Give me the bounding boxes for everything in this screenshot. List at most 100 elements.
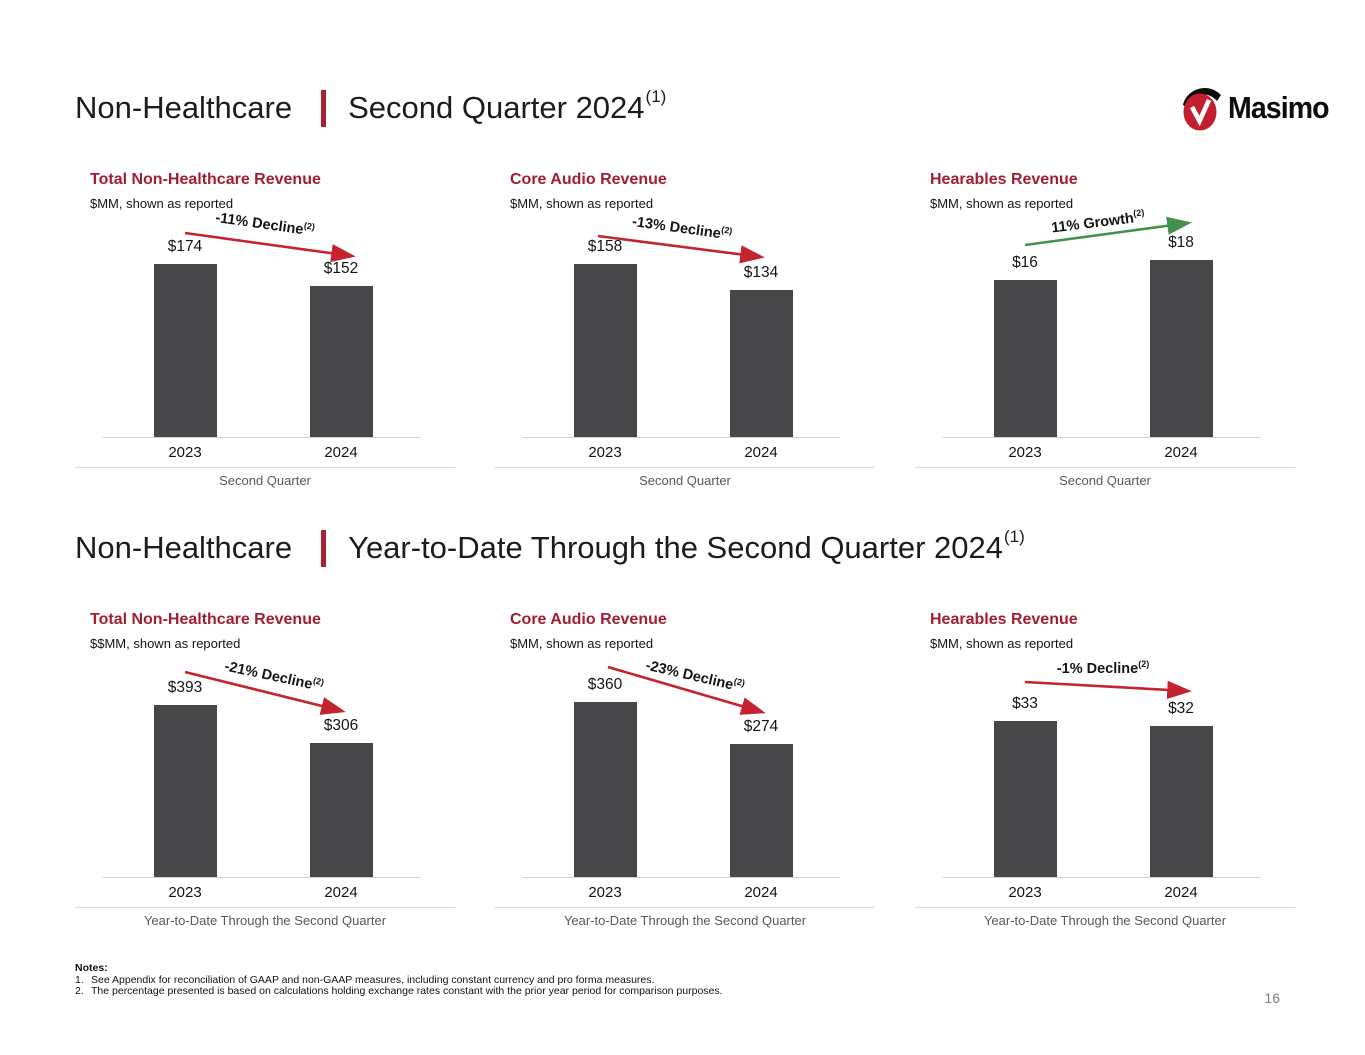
category-label: 2024 <box>744 884 778 901</box>
bar-value-label: $33 <box>1012 695 1038 712</box>
chart-divider <box>915 467 1295 468</box>
bar-value-label: $174 <box>167 238 203 255</box>
footnote-ref: (2) <box>1138 659 1150 669</box>
chart-total-nonhealthcare-q2: Total Non-Healthcare Revenue $MM, shown a… <box>75 168 495 498</box>
chart-subtitle: $MM, shown as reported <box>930 636 1074 651</box>
trend-annotation-text: 11% Growth <box>1050 210 1135 237</box>
notes-heading: Notes: <box>75 962 108 974</box>
chart-subtitle: $$MM, shown as reported <box>90 636 241 651</box>
bar-value-label: $306 <box>323 717 359 734</box>
axis-line <box>943 437 1260 438</box>
page-number: 16 <box>1264 990 1280 1006</box>
bar-2024 <box>1149 260 1213 437</box>
footnote-ref: (2) <box>303 220 316 232</box>
bar-2023 <box>153 264 217 437</box>
category-label: 2023 <box>1008 444 1042 461</box>
category-label: 2023 <box>588 444 622 461</box>
section-title-ytd: Non-Healthcare Year-to-Date Through the … <box>75 526 1025 570</box>
note-number: 1. <box>75 973 84 986</box>
bar-value-label: $360 <box>587 676 623 693</box>
bar-2023 <box>573 702 637 877</box>
notes: Notes: 1. See Appendix for reconciliatio… <box>75 962 723 998</box>
axis-caption: Second Quarter <box>1059 473 1151 488</box>
chart-hearables-ytd: Hearables Revenue $MM, shown as reported -… <box>915 608 1335 938</box>
chart-subtitle: $MM, shown as reported <box>510 196 654 211</box>
trend-annotation-text: -11% Decline <box>214 209 305 239</box>
section-title-right: Second Quarter 2024 <box>348 90 645 125</box>
chart-total-nonhealthcare-ytd: Total Non-Healthcare Revenue $$MM, shown … <box>75 608 495 938</box>
category-label: 2023 <box>588 884 622 901</box>
bar-value-label: $134 <box>743 264 779 281</box>
title-separator <box>321 529 327 567</box>
axis-line <box>523 877 840 878</box>
chart-divider <box>495 907 875 908</box>
bar-value-label: $152 <box>323 260 359 277</box>
chart-divider <box>75 907 455 908</box>
trend-annotation-label: -1% Decline(2) <box>1003 659 1203 677</box>
chart-subtitle: $MM, shown as reported <box>930 196 1074 211</box>
footnote-ref: (2) <box>312 675 325 688</box>
chart-hearables-q2: Hearables Revenue $MM, shown as reported 1… <box>915 168 1335 498</box>
bar-2023 <box>993 721 1057 877</box>
masimo-logo: Masimo <box>1180 84 1337 132</box>
bar-2024 <box>729 744 793 877</box>
category-label: 2023 <box>168 444 202 461</box>
note-item-2: 2. The percentage presented is based on … <box>75 985 723 998</box>
axis-line <box>103 437 420 438</box>
trend-annotation-text: -1% Decline <box>1056 660 1139 677</box>
category-label: 2024 <box>744 444 778 461</box>
bar-value-label: $393 <box>167 679 203 696</box>
axis-line <box>103 877 420 878</box>
bar-2024 <box>309 286 373 437</box>
category-label: 2023 <box>168 884 202 901</box>
footnote-ref: (2) <box>720 224 733 236</box>
masimo-logo-text: Masimo <box>1228 90 1330 125</box>
bar-2024 <box>309 743 373 877</box>
axis-line <box>523 437 840 438</box>
title-separator <box>321 89 327 127</box>
chart-title: Total Non-Healthcare Revenue <box>90 171 321 188</box>
axis-caption: Year-to-Date Through the Second Quarter <box>983 913 1227 928</box>
note-text: The percentage presented is based on cal… <box>91 985 723 997</box>
category-label: 2023 <box>1008 884 1042 901</box>
bar-2023 <box>993 280 1057 437</box>
chart-title: Total Non-Healthcare Revenue <box>90 611 321 628</box>
bar-2023 <box>153 705 217 877</box>
masimo-logo-icon <box>1183 88 1221 131</box>
note-text: See Appendix for reconciliation of GAAP … <box>91 973 655 986</box>
bar-value-label: $274 <box>743 718 779 735</box>
footnote-ref: (1) <box>1003 527 1025 546</box>
bar-2024 <box>1149 726 1213 877</box>
bar-value-label: $16 <box>1012 254 1038 271</box>
bar-2023 <box>573 264 637 437</box>
category-label: 2024 <box>1164 444 1198 461</box>
axis-line <box>943 877 1260 878</box>
bar-value-label: $18 <box>1168 234 1194 251</box>
axis-caption: Second Quarter <box>639 473 731 488</box>
chart-divider <box>915 907 1295 908</box>
axis-caption: Second Quarter <box>219 473 311 488</box>
axis-caption: Year-to-Date Through the Second Quarter <box>143 913 387 928</box>
bar-value-label: $32 <box>1168 700 1194 717</box>
bar-value-label: $158 <box>587 238 623 255</box>
chart-core-audio-ytd: Core Audio Revenue $MM, shown as reported… <box>495 608 915 938</box>
section-title-left: Non-Healthcare <box>75 90 293 125</box>
footnote-ref: (2) <box>1132 207 1145 219</box>
category-label: 2024 <box>324 444 358 461</box>
section-title-q2: Non-Healthcare Second Quarter 2024 (1) <box>75 86 666 130</box>
chart-title: Core Audio Revenue <box>510 171 667 188</box>
footnote-ref: (2) <box>732 676 746 689</box>
note-number: 2. <box>75 985 84 997</box>
note-item-1: 1. See Appendix for reconciliation of GA… <box>75 973 723 987</box>
bar-2024 <box>729 290 793 437</box>
chart-subtitle: $MM, shown as reported <box>510 636 654 651</box>
chart-title: Hearables Revenue <box>930 171 1078 188</box>
chart-subtitle: $MM, shown as reported <box>90 196 234 211</box>
chart-title: Core Audio Revenue <box>510 611 667 628</box>
chart-divider <box>75 467 455 468</box>
axis-caption: Year-to-Date Through the Second Quarter <box>563 913 807 928</box>
section-title-right: Year-to-Date Through the Second Quarter … <box>348 530 1003 565</box>
category-label: 2024 <box>324 884 358 901</box>
footnote-ref: (1) <box>645 87 667 106</box>
